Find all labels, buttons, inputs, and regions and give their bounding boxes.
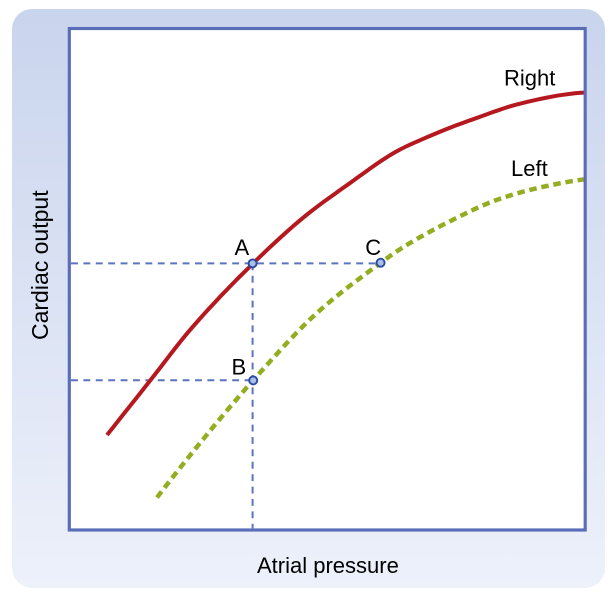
svg-text:Atrial pressure: Atrial pressure (257, 553, 399, 578)
svg-text:Cardiac output: Cardiac output (27, 190, 53, 340)
svg-text:A: A (235, 235, 250, 260)
svg-text:Right: Right (504, 66, 555, 91)
svg-text:Left: Left (511, 156, 548, 181)
svg-text:B: B (232, 354, 247, 379)
svg-text:C: C (365, 235, 381, 260)
